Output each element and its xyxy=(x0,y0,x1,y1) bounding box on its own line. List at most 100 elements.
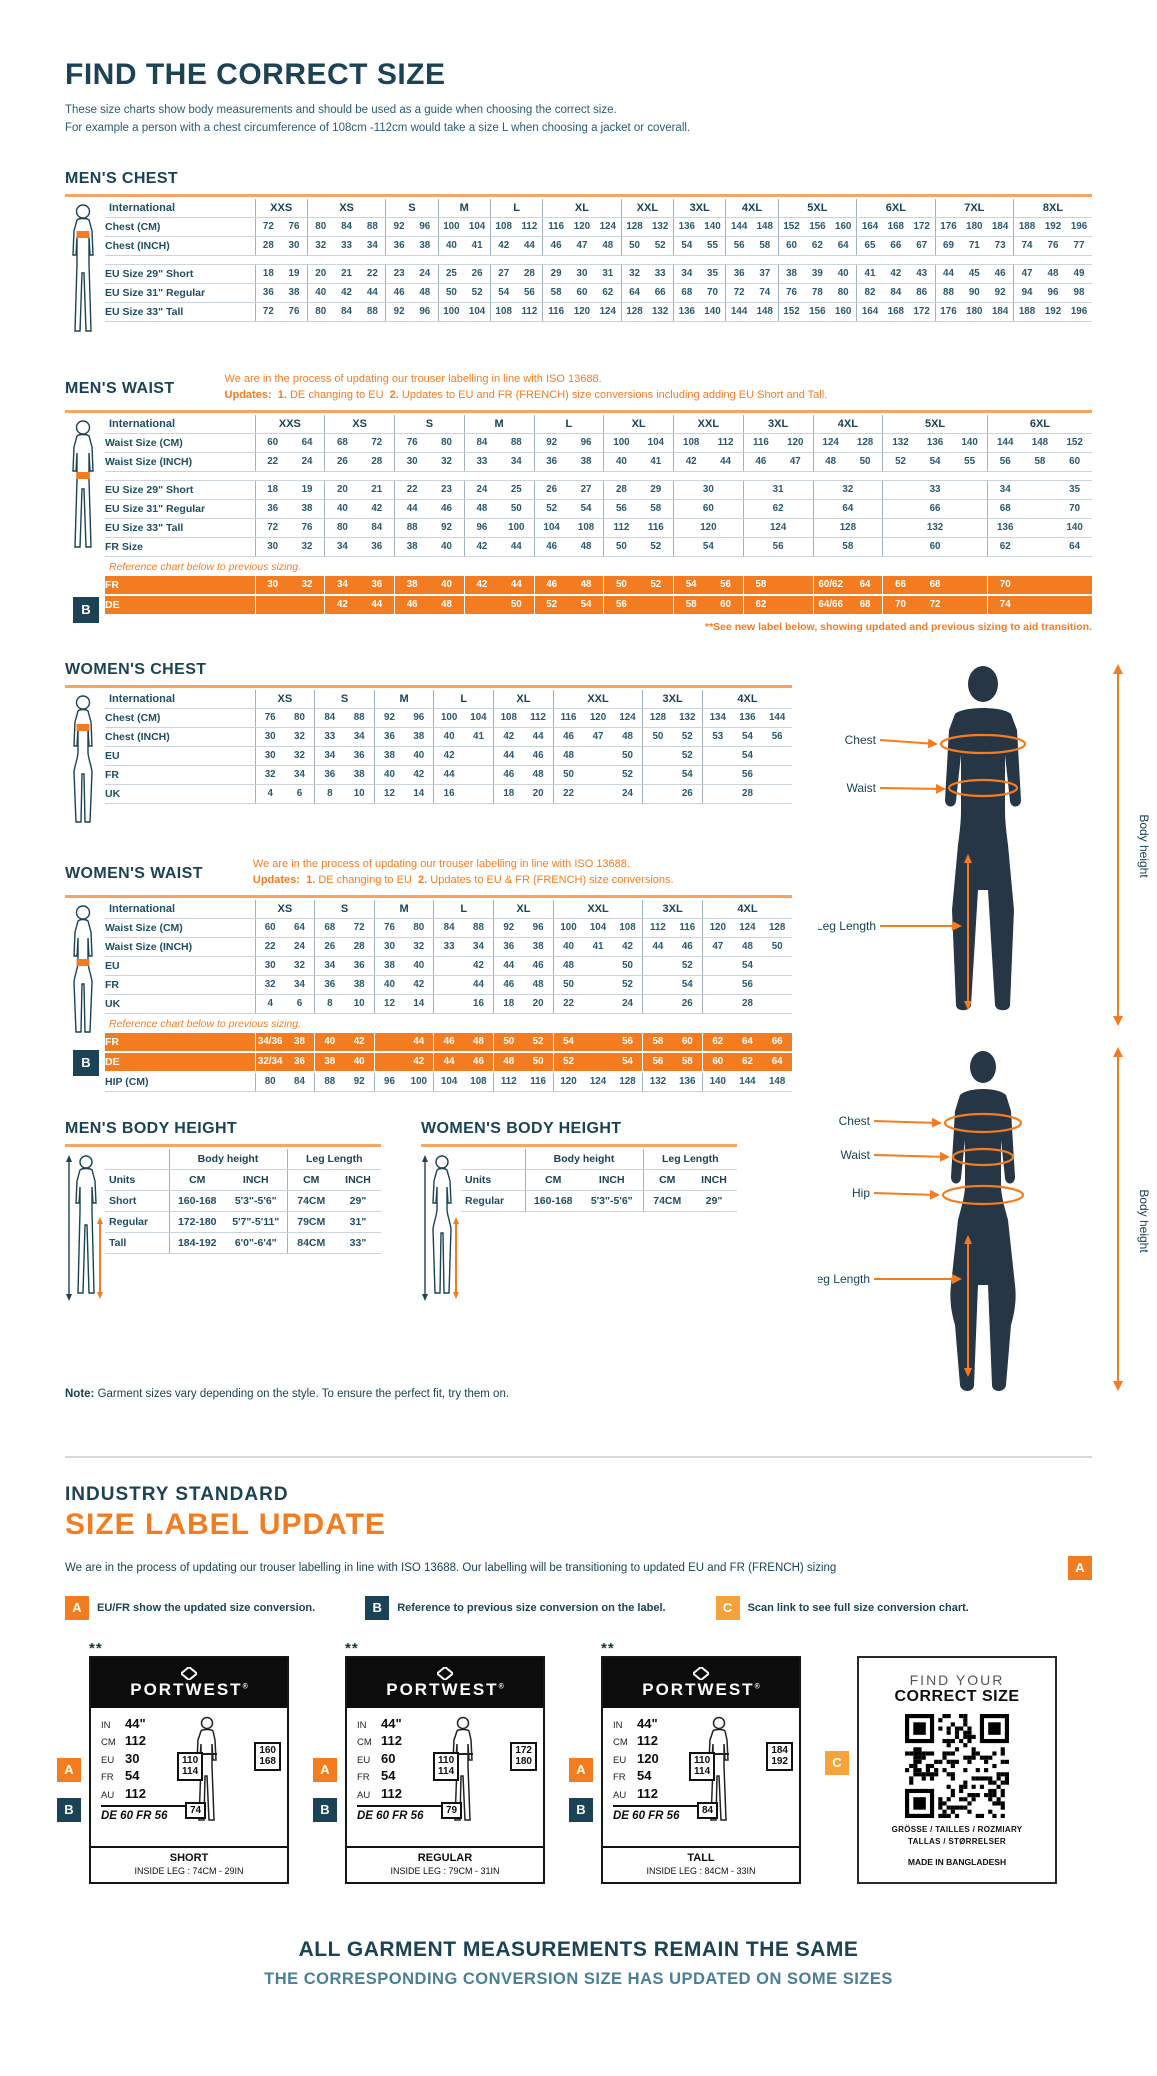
size-cell: 74CM xyxy=(642,1190,691,1212)
size-cell: 144 148 xyxy=(725,217,779,237)
size-cell: 30 32 xyxy=(394,452,465,472)
waist-size-box: 110 114 xyxy=(433,1751,460,1781)
size-cell: 26 xyxy=(642,784,703,804)
badge-b: B xyxy=(57,1797,81,1822)
badge-b: B xyxy=(365,1595,390,1620)
mens-body-height-table: Body height Leg Length Units CM INCH CM INCH Sh… xyxy=(105,1148,381,1308)
size-cell: 132 xyxy=(882,518,988,538)
size-cell: 60 64 xyxy=(254,918,315,938)
badge-b: B xyxy=(313,1797,337,1822)
size-cell: 58 60 xyxy=(642,1032,703,1053)
size-cell: 46 47 xyxy=(742,452,813,472)
size-cell: 136 140 xyxy=(986,518,1092,538)
hip-label: Hip xyxy=(852,1186,870,1200)
reference-note: Reference chart below to previous sizing… xyxy=(109,1017,302,1030)
size-column-header: 3XL xyxy=(672,198,726,218)
inseam-size-box: 74 xyxy=(185,1801,207,1820)
chest-label: Chest xyxy=(839,1114,871,1128)
size-cell: 58 60 62 xyxy=(542,283,622,303)
mens-chest-grid: International XXS XS S M L XL XXL 3XL 4XL 5XL 6XL 7X… xyxy=(105,198,1092,322)
size-cell: 18 20 xyxy=(493,784,554,804)
size-cell: 60 xyxy=(673,499,744,519)
note-text: Garment sizes vary depending on the styl… xyxy=(97,1387,510,1400)
size-column-header: XXS xyxy=(254,414,325,434)
garment-label: PORTWEST® IN 44" CM 112 EU 120 FR 54 AU 112 DE 60 F… xyxy=(601,1655,801,1884)
size-cell: 52 xyxy=(642,956,703,976)
update-2-text: Updates to EU & FR (FRENCH) size convers… xyxy=(430,874,674,887)
size-cell: 96 100 xyxy=(463,518,534,538)
table-row: Short 160-168 5'3"-5'6" 74CM 29" xyxy=(105,1190,381,1212)
portwest-logo: PORTWEST® xyxy=(91,1657,287,1708)
row-label: Chest (CM) xyxy=(105,708,255,728)
size-cell: 120 xyxy=(673,518,744,538)
size-cell: 29" xyxy=(691,1190,737,1212)
body-height-figure-icon xyxy=(421,1149,461,1308)
size-cell: 96 100 xyxy=(373,1071,434,1092)
inside-leg: INSIDE LEG : 84CM - 33IN xyxy=(646,1865,756,1876)
size-cell: 34/36 38 xyxy=(254,1032,315,1053)
size-cell: 23 24 xyxy=(385,264,439,284)
industry-paragraph: We are in the process of updating our tr… xyxy=(65,1555,1092,1580)
table-row: Regular 160-168 5'3"-5'6" 74CM 29" xyxy=(461,1190,737,1212)
size-cell: 136 140 xyxy=(672,217,726,237)
female-measurement-figure: Chest Waist Hip Leg Length Body height xyxy=(810,1047,1151,1391)
size-cell: 18 20 xyxy=(493,994,554,1014)
size-cell: 112 116 xyxy=(642,918,703,938)
size-cell: 42 xyxy=(433,746,494,766)
measure-row: IN 44" xyxy=(357,1715,402,1731)
qr-code xyxy=(905,1713,1009,1818)
size-cell: 70 72 xyxy=(882,594,988,616)
size-cell: 5'3"-5'6" xyxy=(581,1190,643,1212)
female-waist-figure-icon xyxy=(65,900,105,1092)
size-column-header: M xyxy=(437,198,491,218)
bh-womens-grid: Body height Leg Length Units CM INCH CM INCH Re… xyxy=(461,1148,737,1212)
size-cell: 72 76 xyxy=(254,518,325,538)
size-translations-1: GRÖSSE / TAILLES / ROZMIARY xyxy=(891,1824,1023,1834)
qr-panel: FIND YOUR CORRECT SIZE GRÖSSE / TAILLES / … xyxy=(825,1655,1057,1884)
mens-chest-table-wrap: International XXS XS S M L XL XXL 3XL 4XL 5XL 6XL 7X… xyxy=(65,193,1092,343)
size-cell: 84 88 xyxy=(463,433,534,453)
mens-chest-section: MEN'S CHEST International XXS XS S M L XL XXL 3X… xyxy=(65,170,1092,343)
size-cell: 30 32 xyxy=(254,746,315,766)
size-cell: 30 xyxy=(673,480,744,500)
size-cell: 50 52 xyxy=(603,537,674,557)
industry-heading-2: SIZE LABEL UPDATE xyxy=(65,1507,386,1541)
height-size-box: 160 168 xyxy=(254,1741,281,1771)
size-cell: 54 56 xyxy=(489,283,543,303)
legend-item: A EU/FR show the updated size conversion. xyxy=(65,1595,315,1620)
measure-row: CM 112 xyxy=(357,1733,402,1749)
size-column-header: XS xyxy=(324,414,395,434)
size-cell: 120 124 128 xyxy=(701,918,792,938)
size-cell: 84CM xyxy=(286,1232,335,1254)
badge-c: C xyxy=(715,1595,740,1620)
size-cell: 176 180 184 xyxy=(934,217,1014,237)
table-row: Waist Size (INCH) 22 24 26 28 30 32 33 34 36 38 40 4… xyxy=(105,937,792,957)
size-cell: 56 58 xyxy=(642,1051,703,1073)
mens-waist-iso-note: We are in the process of updating our tr… xyxy=(225,371,828,404)
size-cell: 36 38 xyxy=(385,236,439,256)
size-cell: 30 32 xyxy=(254,575,325,596)
intro-line-1: These size charts show body measurements… xyxy=(65,104,617,116)
size-cell: 92 96 xyxy=(385,302,439,322)
size-cell: 20 21 22 xyxy=(306,264,386,284)
size-cell: 29" xyxy=(335,1190,381,1212)
size-cell: 80 84 xyxy=(254,1071,315,1092)
table-row: EU Size 31" Regular 36 38 40 42 44 46 48 50 52 54 5… xyxy=(105,283,1092,303)
size-cell: 22 23 xyxy=(394,480,465,500)
update-1-text: DE changing to EU xyxy=(318,874,412,887)
label-figure: 110 114 184 192 84 xyxy=(689,1716,793,1844)
size-cell: 36 38 xyxy=(314,975,375,995)
size-cell xyxy=(254,594,325,616)
row-label: EU xyxy=(105,956,255,976)
size-cell: 66 68 xyxy=(882,575,988,596)
size-cell: 54 55 xyxy=(672,236,726,256)
update-2-text: Updates to EU and FR (FRENCH) size conve… xyxy=(401,389,828,402)
table-row: EU Size 29" Short 18 19 20 21 22 23 24 25 26 27 28 2… xyxy=(105,480,1092,500)
size-cell: 38 40 xyxy=(394,537,465,557)
table-row: FR 34/36 38 40 42 44 46 48 50 52 54 56 58 60 62 64 66 xyxy=(105,1032,792,1053)
row-label: UK xyxy=(105,784,255,804)
size-cell: 112 116 xyxy=(493,1071,554,1092)
measure-row: EU 30 xyxy=(101,1750,140,1766)
